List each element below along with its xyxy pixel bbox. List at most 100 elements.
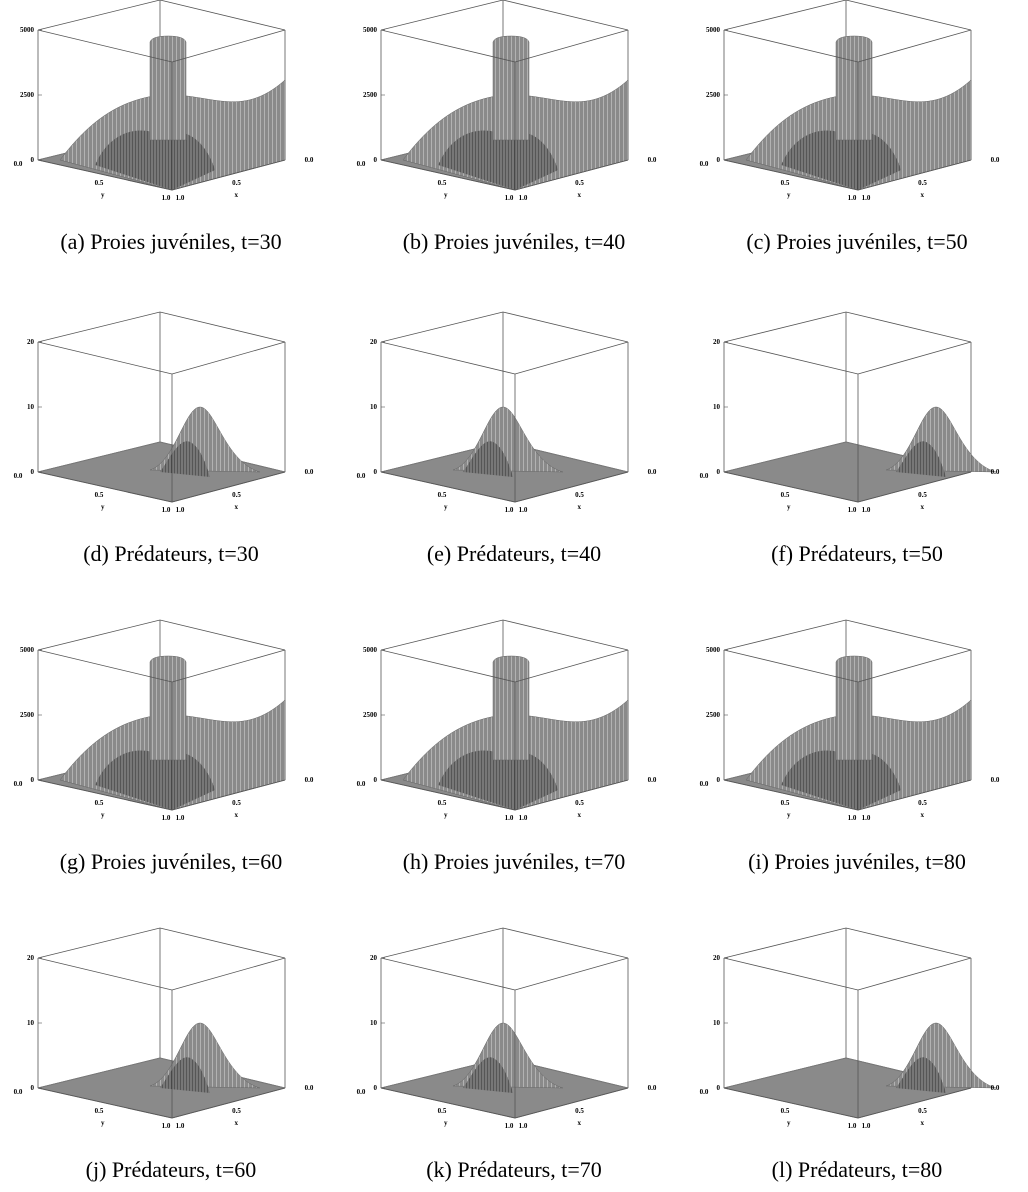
y-tick-label: 1.0 — [162, 814, 171, 822]
box-edge — [857, 779, 972, 811]
y-tick-label: 0.5 — [781, 799, 790, 807]
box-edge — [514, 159, 629, 191]
box-edge — [380, 649, 516, 683]
z-tick-label: 0 — [374, 156, 378, 164]
panel: 0 2500 5000 0.0 0.0 0.5 0.5 1.0 1.0 y x (i) Proies … — [700, 619, 1000, 874]
caption: (c) Proies juvéniles, t=50 — [746, 229, 967, 254]
z-tick-label: 2500 — [20, 711, 35, 719]
y-tick-label: 0.5 — [95, 491, 104, 499]
box-edge — [857, 1087, 972, 1119]
y-tick-label: 1.0 — [505, 194, 514, 202]
surface-dark — [896, 441, 946, 477]
z-tick-label: 20 — [370, 338, 378, 346]
box-edge — [723, 619, 847, 651]
y-tick-label: 0.0 — [14, 160, 23, 168]
x-axis-label: x — [235, 191, 239, 199]
caption: (a) Proies juvéniles, t=30 — [60, 229, 281, 254]
box-edge — [380, 927, 504, 959]
x-axis-label: x — [578, 1119, 582, 1127]
surface-dark — [438, 750, 558, 810]
x-axis-label: x — [921, 1119, 925, 1127]
panel: 0 10 20 0.0 0.0 0.5 0.5 1.0 1.0 y x (d) Prédateurs,… — [14, 311, 314, 566]
x-tick-label: 0.5 — [575, 799, 584, 807]
box-edge — [857, 471, 972, 503]
y-tick-label: 0.5 — [95, 179, 104, 187]
y-tick-label: 1.0 — [848, 1122, 857, 1130]
box-edge — [171, 341, 286, 375]
z-tick-label: 10 — [370, 403, 378, 411]
y-tick-label: 1.0 — [848, 506, 857, 514]
x-tick-label: 1.0 — [862, 814, 871, 822]
x-axis-label: x — [578, 811, 582, 819]
surface-dark — [896, 1057, 946, 1093]
box-edge — [380, 29, 516, 63]
y-tick-label: 0.0 — [700, 472, 709, 480]
box-edge — [380, 311, 504, 343]
box-edge — [171, 957, 286, 991]
z-tick-label: 2500 — [363, 91, 378, 99]
z-tick-label: 10 — [713, 1019, 721, 1027]
y-axis-label: y — [787, 503, 791, 511]
box-edge — [845, 619, 972, 651]
caption: (d) Prédateurs, t=30 — [83, 541, 259, 566]
y-tick-label: 0.0 — [357, 160, 366, 168]
y-tick-label: 0.5 — [438, 799, 447, 807]
x-tick-label: 1.0 — [176, 194, 185, 202]
z-tick-label: 0 — [374, 776, 378, 784]
panel: 0 2500 5000 0.0 0.0 0.5 0.5 1.0 1.0 y x (g) Proies … — [14, 619, 314, 874]
box-edge — [380, 619, 504, 651]
y-axis-label: y — [444, 191, 448, 199]
x-tick-label: 0.0 — [305, 1084, 314, 1092]
z-tick-label: 2500 — [706, 91, 721, 99]
box-edge — [37, 341, 173, 375]
box-edge — [857, 957, 972, 991]
z-tick-label: 10 — [27, 403, 35, 411]
box-edge — [723, 957, 859, 991]
box-edge — [37, 29, 173, 63]
x-tick-label: 0.5 — [918, 179, 927, 187]
box-edge — [857, 341, 972, 375]
box-edge — [723, 1087, 859, 1119]
box-edge — [37, 0, 161, 31]
box-edge — [159, 619, 286, 651]
y-tick-label: 0.5 — [438, 1107, 447, 1115]
x-axis-label: x — [235, 1119, 239, 1127]
panel: 0 10 20 0.0 0.0 0.5 0.5 1.0 1.0 y x (f) Prédateurs,… — [700, 311, 1000, 566]
x-tick-label: 1.0 — [176, 814, 185, 822]
y-tick-label: 0.5 — [438, 491, 447, 499]
z-tick-label: 5000 — [706, 646, 721, 654]
y-tick-label: 1.0 — [162, 194, 171, 202]
x-tick-label: 0.0 — [991, 1084, 1000, 1092]
box-edge — [723, 0, 847, 31]
y-tick-label: 1.0 — [848, 814, 857, 822]
y-tick-label: 0.0 — [357, 780, 366, 788]
box-edge — [723, 779, 859, 811]
caption: (k) Prédateurs, t=70 — [426, 1157, 602, 1182]
x-tick-label: 0.5 — [918, 491, 927, 499]
x-tick-label: 1.0 — [519, 194, 528, 202]
box-edge — [171, 159, 286, 191]
y-tick-label: 0.0 — [700, 1088, 709, 1096]
box-edge — [159, 927, 286, 959]
x-axis-label: x — [921, 811, 925, 819]
x-axis-label: x — [235, 503, 239, 511]
surface-dark — [160, 441, 210, 477]
surface-pillar — [835, 655, 873, 761]
surface-pillar — [149, 35, 187, 141]
x-tick-label: 1.0 — [519, 814, 528, 822]
box-edge — [380, 957, 516, 991]
x-tick-label: 0.0 — [991, 156, 1000, 164]
box-edge — [37, 471, 173, 503]
y-axis-label: y — [444, 503, 448, 511]
box-edge — [514, 471, 629, 503]
y-tick-label: 0.5 — [438, 179, 447, 187]
z-tick-label: 5000 — [20, 646, 35, 654]
y-tick-label: 0.5 — [95, 799, 104, 807]
surface-dark — [463, 1057, 513, 1093]
z-tick-label: 10 — [27, 1019, 35, 1027]
x-tick-label: 0.0 — [305, 468, 314, 476]
box-edge — [723, 471, 859, 503]
y-tick-label: 0.0 — [357, 1088, 366, 1096]
x-axis-label: x — [921, 503, 925, 511]
x-tick-label: 0.5 — [918, 1107, 927, 1115]
